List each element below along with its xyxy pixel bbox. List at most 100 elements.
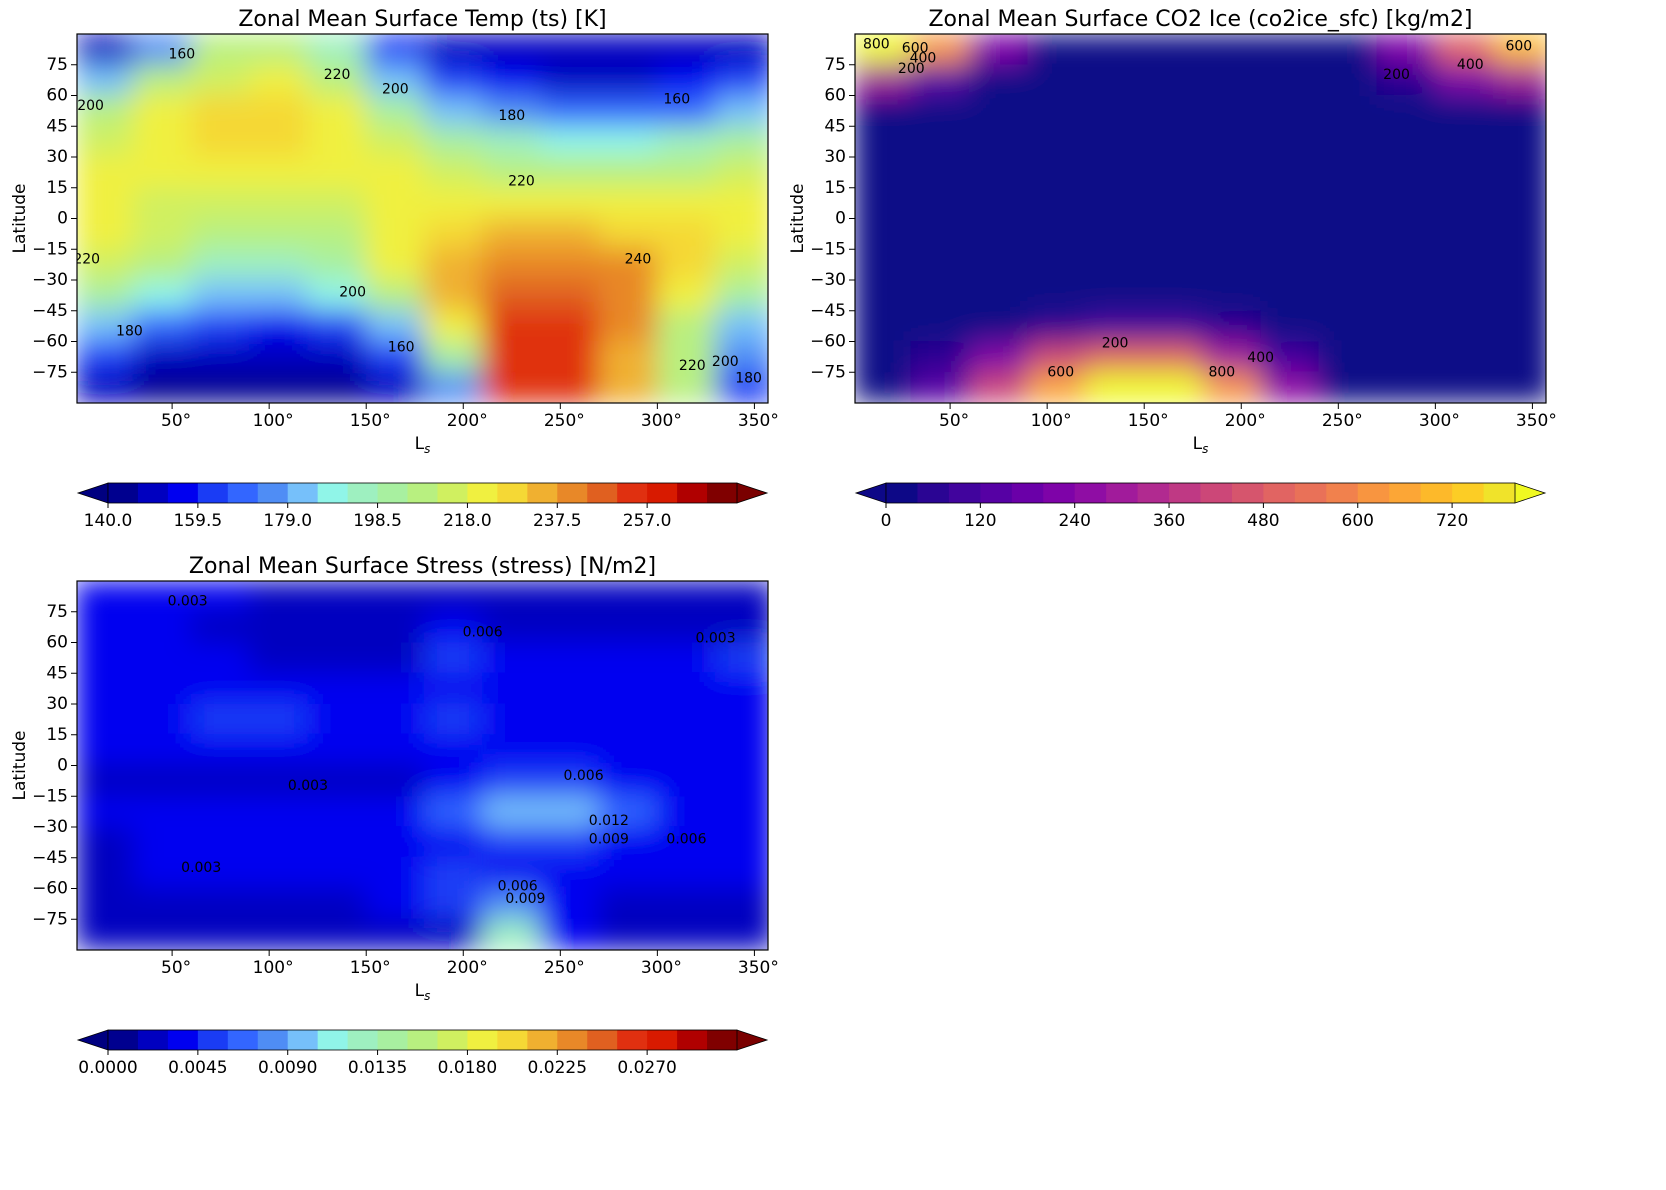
field-cell: [482, 310, 542, 342]
field-cell: [132, 734, 193, 766]
field-cell: [1027, 95, 1087, 127]
colorbar-segment: [257, 1030, 289, 1050]
field-cell: [191, 279, 251, 312]
field-cell: [191, 672, 251, 705]
field-cell: [1085, 279, 1145, 312]
field-cell: [1085, 310, 1145, 342]
field-cell: [540, 857, 600, 889]
field-cell: [191, 64, 251, 96]
colorbar-segment: [1483, 483, 1516, 503]
field-cell: [249, 248, 309, 281]
x-tick-label: 250°: [544, 411, 585, 431]
field-cell: [249, 95, 309, 127]
colorbar-segment: [347, 483, 379, 503]
field-cell: [482, 248, 542, 281]
field-cell: [1376, 34, 1436, 66]
field-cell: [855, 125, 912, 158]
x-tick-label: 100°: [253, 411, 294, 431]
field-cell: [598, 795, 658, 828]
field-cell: [307, 34, 367, 66]
field-cell: [656, 218, 717, 250]
field-cell: [482, 95, 542, 127]
field-cell: [1027, 310, 1087, 342]
colorbar-segment: [1452, 483, 1485, 503]
field-cell: [969, 156, 1029, 189]
contour-label: 0.006: [463, 624, 503, 640]
field-cell: [1085, 341, 1145, 373]
field-cell: [249, 218, 309, 250]
colorbar-segment: [317, 483, 349, 503]
colorbar-tick-label: 480: [1247, 511, 1279, 531]
contour-label: 220: [508, 174, 535, 190]
field-cell: [1434, 248, 1495, 281]
x-tick-label: 200°: [447, 958, 488, 978]
colorbar-tick-label: 159.5: [174, 511, 223, 531]
y-axis-label: Latitude: [10, 731, 30, 801]
colorbar-segment: [1043, 483, 1076, 503]
y-tick-label: 45: [46, 663, 68, 683]
field-cell: [1318, 64, 1378, 96]
colorbar-segment: [497, 483, 528, 503]
field-cell: [249, 156, 309, 189]
colorbar-tick-label: 0.0225: [528, 1058, 587, 1078]
field-cell: [1493, 371, 1546, 403]
field-cell: [855, 34, 912, 66]
field-cell: [365, 371, 425, 403]
field-cell: [656, 125, 717, 158]
field-cell: [249, 371, 309, 403]
field-cell: [249, 187, 309, 219]
field-cell: [132, 371, 193, 403]
field-cell: [307, 611, 367, 643]
field-cell: [1085, 371, 1145, 403]
y-tick-label: −75: [32, 909, 68, 929]
field-cell: [423, 279, 484, 312]
colorbar-tick-label: 0.0045: [168, 1058, 227, 1078]
field: [77, 34, 768, 403]
contour-label: 180: [498, 108, 525, 124]
colorbar-segment: [1263, 483, 1296, 503]
field-cell: [132, 95, 193, 127]
contour-label: 220: [73, 252, 100, 268]
field-cell: [1201, 95, 1262, 127]
field-cell: [249, 611, 309, 643]
colorbar-segment: [467, 1030, 498, 1050]
field-cell: [855, 95, 912, 127]
y-tick-label: −15: [810, 239, 846, 259]
field-cell: [307, 248, 367, 281]
field-cell: [191, 581, 251, 613]
field-cell: [1493, 125, 1546, 158]
field-cell: [307, 795, 367, 828]
field-cell: [249, 581, 309, 613]
field-cell: [365, 581, 425, 613]
field-cell: [1376, 341, 1436, 373]
field-cell: [191, 371, 251, 403]
field-cell: [482, 734, 542, 766]
field-cell: [423, 64, 484, 96]
field-cell: [249, 765, 309, 797]
field-cell: [540, 156, 600, 189]
colorbar-segment: [1389, 483, 1422, 503]
field-cell: [715, 857, 768, 889]
field-cell: [365, 918, 425, 950]
field-cell: [1143, 371, 1203, 403]
field-cell: [1085, 156, 1145, 189]
field-cell: [1493, 248, 1546, 281]
contour-label: 200: [1383, 67, 1410, 83]
contour-label: 200: [712, 354, 739, 370]
y-tick-label: −45: [810, 301, 846, 321]
field-cell: [191, 918, 251, 950]
field-cell: [656, 279, 717, 312]
field-cell: [307, 888, 367, 920]
field-cell: [855, 341, 912, 373]
field-cell: [307, 703, 367, 736]
colorbar-segment: [527, 483, 558, 503]
field-cell: [1143, 310, 1203, 342]
field-cell: [715, 371, 768, 403]
field-cell: [910, 125, 971, 158]
field-cell: [423, 611, 484, 643]
field-cell: [598, 734, 658, 766]
field-cell: [423, 125, 484, 158]
y-tick-label: 75: [46, 602, 68, 622]
field-cell: [1318, 310, 1378, 342]
